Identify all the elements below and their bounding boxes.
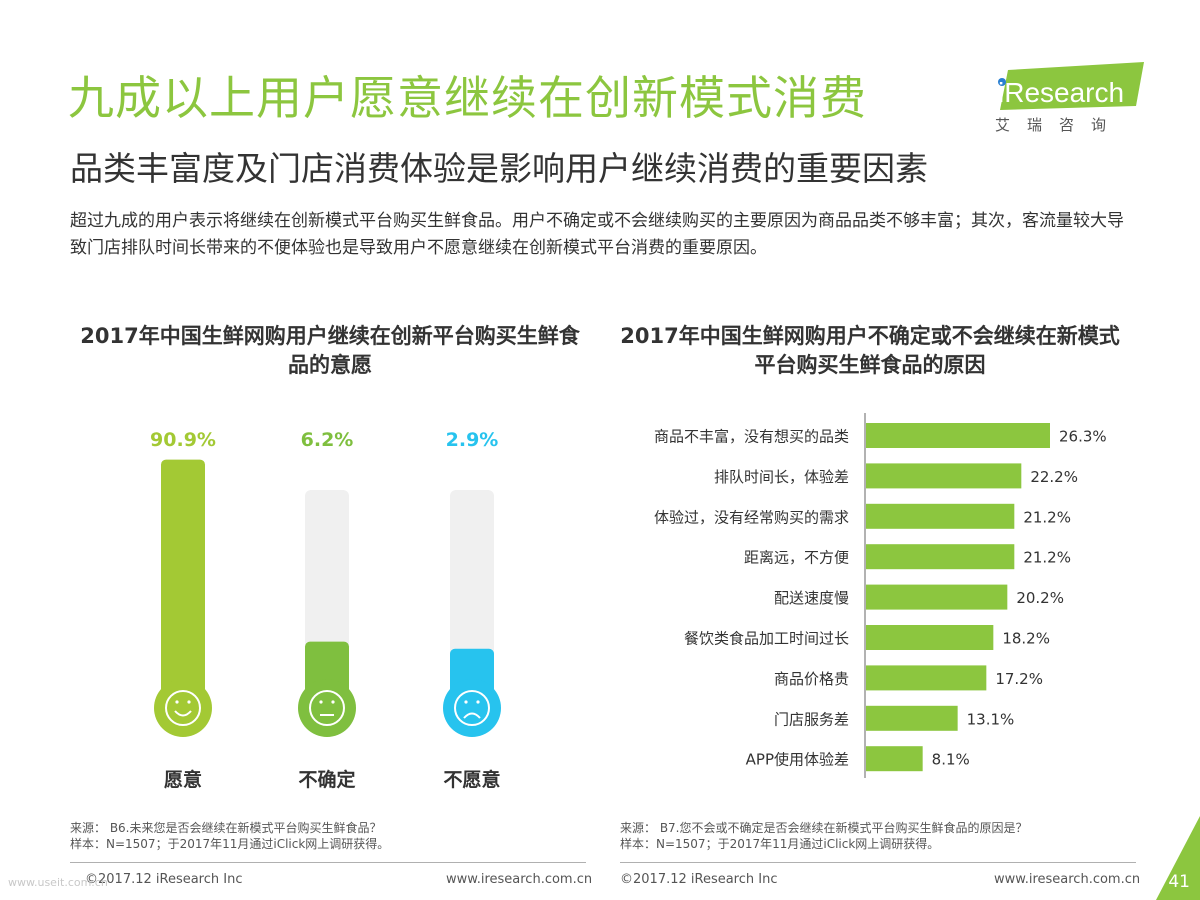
reason-value-5: 18.2% bbox=[1002, 630, 1050, 648]
reason-bar-5 bbox=[866, 625, 994, 650]
reason-value-4: 20.2% bbox=[1016, 589, 1064, 607]
face-eye-right bbox=[476, 700, 480, 704]
reason-value-1: 22.2% bbox=[1030, 468, 1078, 486]
face-outline bbox=[309, 690, 345, 726]
face-mouth-frown bbox=[463, 712, 481, 719]
source-question-right: 来源： B7.您不会或不确定是否会继续在新模式平台购买生鲜食品的原因是？ bbox=[620, 821, 1028, 835]
reason-label-8: APP使用体验差 bbox=[746, 751, 849, 769]
thermo-bulb-2 bbox=[443, 679, 501, 737]
reason-value-0: 26.3% bbox=[1059, 428, 1107, 446]
reason-value-7: 13.1% bbox=[967, 710, 1015, 728]
sample-note-left: 样本：N=1507；于2017年11月通过iClick网上调研获得。 bbox=[70, 837, 390, 851]
reason-bar-3 bbox=[866, 544, 1015, 570]
reason-bar-8 bbox=[866, 746, 923, 772]
reason-label-1: 排队时间长，体验差 bbox=[714, 468, 849, 486]
website-right[interactable]: www.iresearch.com.cn bbox=[994, 872, 1141, 887]
value-label-1: 6.2% bbox=[301, 429, 354, 451]
reason-value-8: 8.1% bbox=[932, 751, 970, 769]
neutral-face-icon bbox=[309, 690, 345, 726]
reason-bar-2 bbox=[866, 503, 1015, 529]
footer-divider-left bbox=[70, 862, 586, 863]
value-label-0: 90.9% bbox=[150, 429, 216, 451]
reason-bar-1 bbox=[866, 463, 1022, 489]
copyright-left: ©2017.12 iResearch Inc bbox=[85, 872, 243, 887]
page-number: 41 bbox=[1168, 872, 1190, 892]
source-question-left: 来源： B6.未来您是否会继续在新模式平台购买生鲜食品？ bbox=[70, 821, 382, 835]
thermo-bar-0 bbox=[161, 459, 205, 705]
reason-bar-0 bbox=[866, 423, 1050, 448]
svg-text:iResearch: iResearch bbox=[998, 77, 1124, 108]
face-eye-right bbox=[187, 700, 191, 704]
source-note-right: 来源： B7.您不会或不确定是否会继续在新模式平台购买生鲜食品的原因是？ 样本：… bbox=[620, 820, 1028, 852]
face-eye-left bbox=[319, 700, 323, 704]
reason-label-5: 餐饮类食品加工时间过长 bbox=[684, 630, 849, 648]
sample-note-right: 样本：N=1507；于2017年11月通过iClick网上调研获得。 bbox=[620, 837, 940, 851]
category-label-0: 愿意 bbox=[164, 768, 202, 791]
reason-label-2: 体验过，没有经常购买的需求 bbox=[654, 508, 849, 526]
smile-face-icon bbox=[165, 690, 201, 726]
page-subtitle: 品类丰富度及门店消费体验是影响用户继续消费的重要因素 bbox=[70, 149, 928, 188]
face-eye-left bbox=[175, 700, 179, 704]
chart-title-willingness: 2017年中国生鲜网购用户继续在创新平台购买生鲜食品的意愿 bbox=[80, 324, 580, 377]
website-left[interactable]: www.iresearch.com.cn bbox=[446, 872, 593, 887]
reason-bar-6 bbox=[866, 665, 987, 691]
face-outline bbox=[165, 690, 201, 726]
chart-title-reasons: 2017年中国生鲜网购用户不确定或不会继续在新模式平台购买生鲜食品的原因 bbox=[620, 324, 1120, 377]
reason-value-3: 21.2% bbox=[1023, 549, 1071, 567]
category-label-2: 不愿意 bbox=[443, 768, 500, 791]
intro-text: 超过九成的用户表示将继续在创新模式平台购买生鲜食品。用户不确定或不会继续购买的主… bbox=[70, 211, 1124, 258]
copyright-right: ©2017.12 iResearch Inc bbox=[620, 872, 778, 887]
reason-label-0: 商品不丰富，没有想买的品类 bbox=[654, 428, 849, 446]
watermark: www.useit.com.cn bbox=[8, 876, 108, 889]
value-label-2: 2.9% bbox=[446, 429, 499, 451]
thermo-bulb-1 bbox=[298, 679, 356, 737]
reason-label-4: 配送速度慢 bbox=[774, 589, 849, 607]
reason-value-2: 21.2% bbox=[1023, 508, 1071, 526]
footer-divider-right bbox=[620, 862, 1136, 863]
source-note-left: 来源： B6.未来您是否会继续在新模式平台购买生鲜食品？ 样本：N=1507；于… bbox=[70, 820, 389, 852]
category-label-1: 不确定 bbox=[298, 768, 355, 791]
reason-bar-7 bbox=[866, 705, 958, 731]
sad-face-icon bbox=[454, 690, 490, 726]
reason-bar-4 bbox=[866, 584, 1008, 610]
iresearch-logo: iResearch bbox=[998, 62, 1144, 110]
reason-label-6: 商品价格贵 bbox=[774, 670, 849, 688]
thermo-bulb-0 bbox=[154, 679, 212, 737]
face-eye-left bbox=[464, 700, 468, 704]
face-mouth-smile bbox=[174, 710, 192, 717]
reason-label-7: 门店服务差 bbox=[774, 710, 849, 728]
reason-label-3: 距离远，不方便 bbox=[744, 549, 849, 567]
page-title: 九成以上用户愿意继续在创新模式消费 bbox=[68, 71, 867, 125]
reason-value-6: 17.2% bbox=[995, 670, 1043, 688]
face-outline bbox=[454, 690, 490, 726]
face-eye-right bbox=[331, 700, 335, 704]
logo-tagline: 艾瑞咨询 bbox=[995, 116, 1124, 134]
